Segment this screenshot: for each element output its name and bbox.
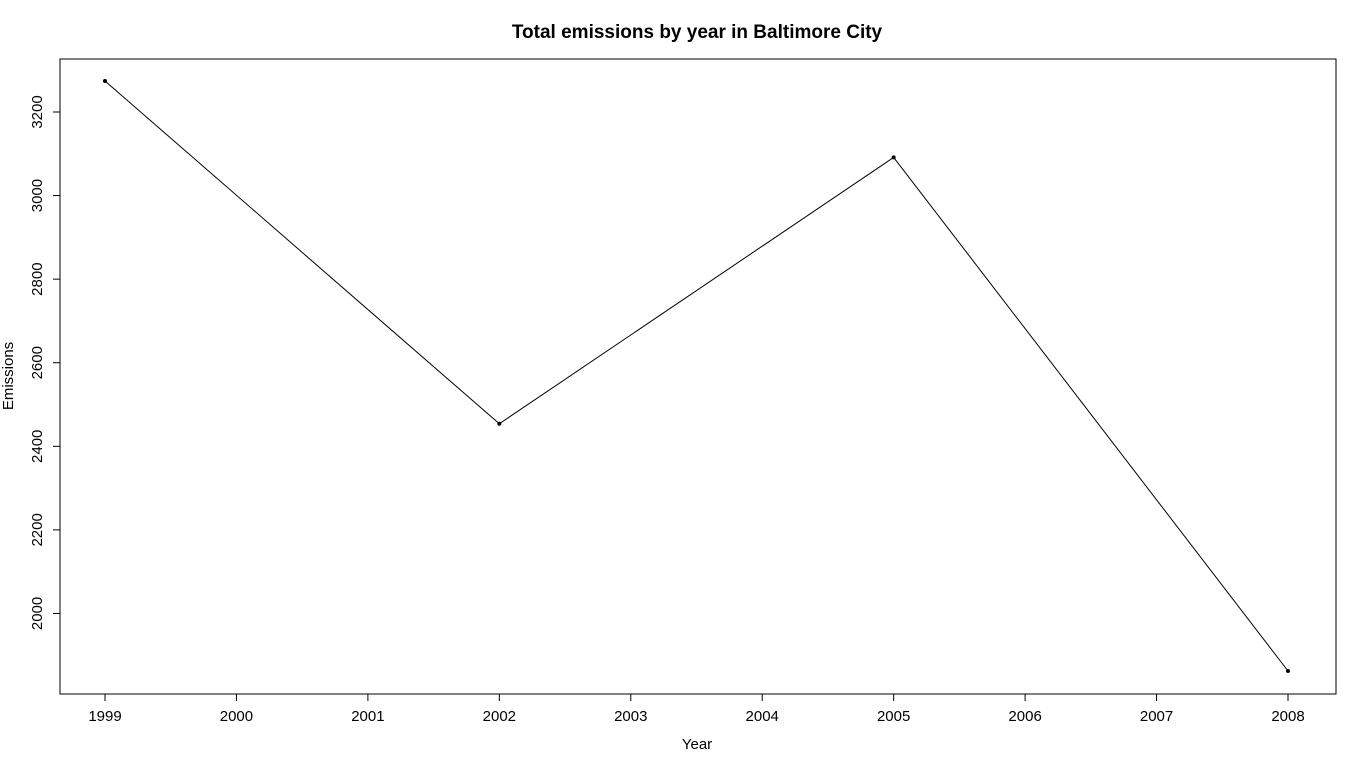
data-point [497,421,502,426]
x-tick-label: 2004 [746,708,779,725]
x-tick-label: 2007 [1140,708,1173,725]
data-point [891,155,896,160]
x-axis-label: Year [682,736,712,753]
y-axis: 2000 2200 2400 2600 2800 3000 3200 [29,95,60,630]
x-tick-label: 2000 [220,708,253,725]
x-axis: 1999 2000 2001 2002 2003 2004 2005 2006 2007 2008 [88,694,1305,725]
x-tick-label: 2003 [614,708,647,725]
y-tick-label: 2600 [29,346,46,379]
x-tick-label: 1999 [88,708,121,725]
y-tick-label: 3200 [29,95,46,128]
x-tick-label: 2008 [1271,708,1304,725]
y-tick-label: 3000 [29,179,46,212]
y-tick-label: 2000 [29,597,46,630]
data-point [103,79,107,83]
x-tick-label: 2002 [483,708,516,725]
plot-frame [59,58,1337,695]
series-line [104,80,1289,672]
chart-title: Total emissions by year in Baltimore Cit… [512,22,883,43]
y-tick-label: 2200 [29,513,46,546]
y-axis-label: Emissions [0,342,17,410]
x-tick-label: 2006 [1008,708,1041,725]
x-tick-label: 2001 [351,708,384,725]
y-tick-label: 2400 [29,430,46,463]
x-tick-label: 2005 [877,708,910,725]
series-layer [103,79,1290,673]
data-point [1286,669,1290,673]
y-tick-label: 2800 [29,262,46,295]
